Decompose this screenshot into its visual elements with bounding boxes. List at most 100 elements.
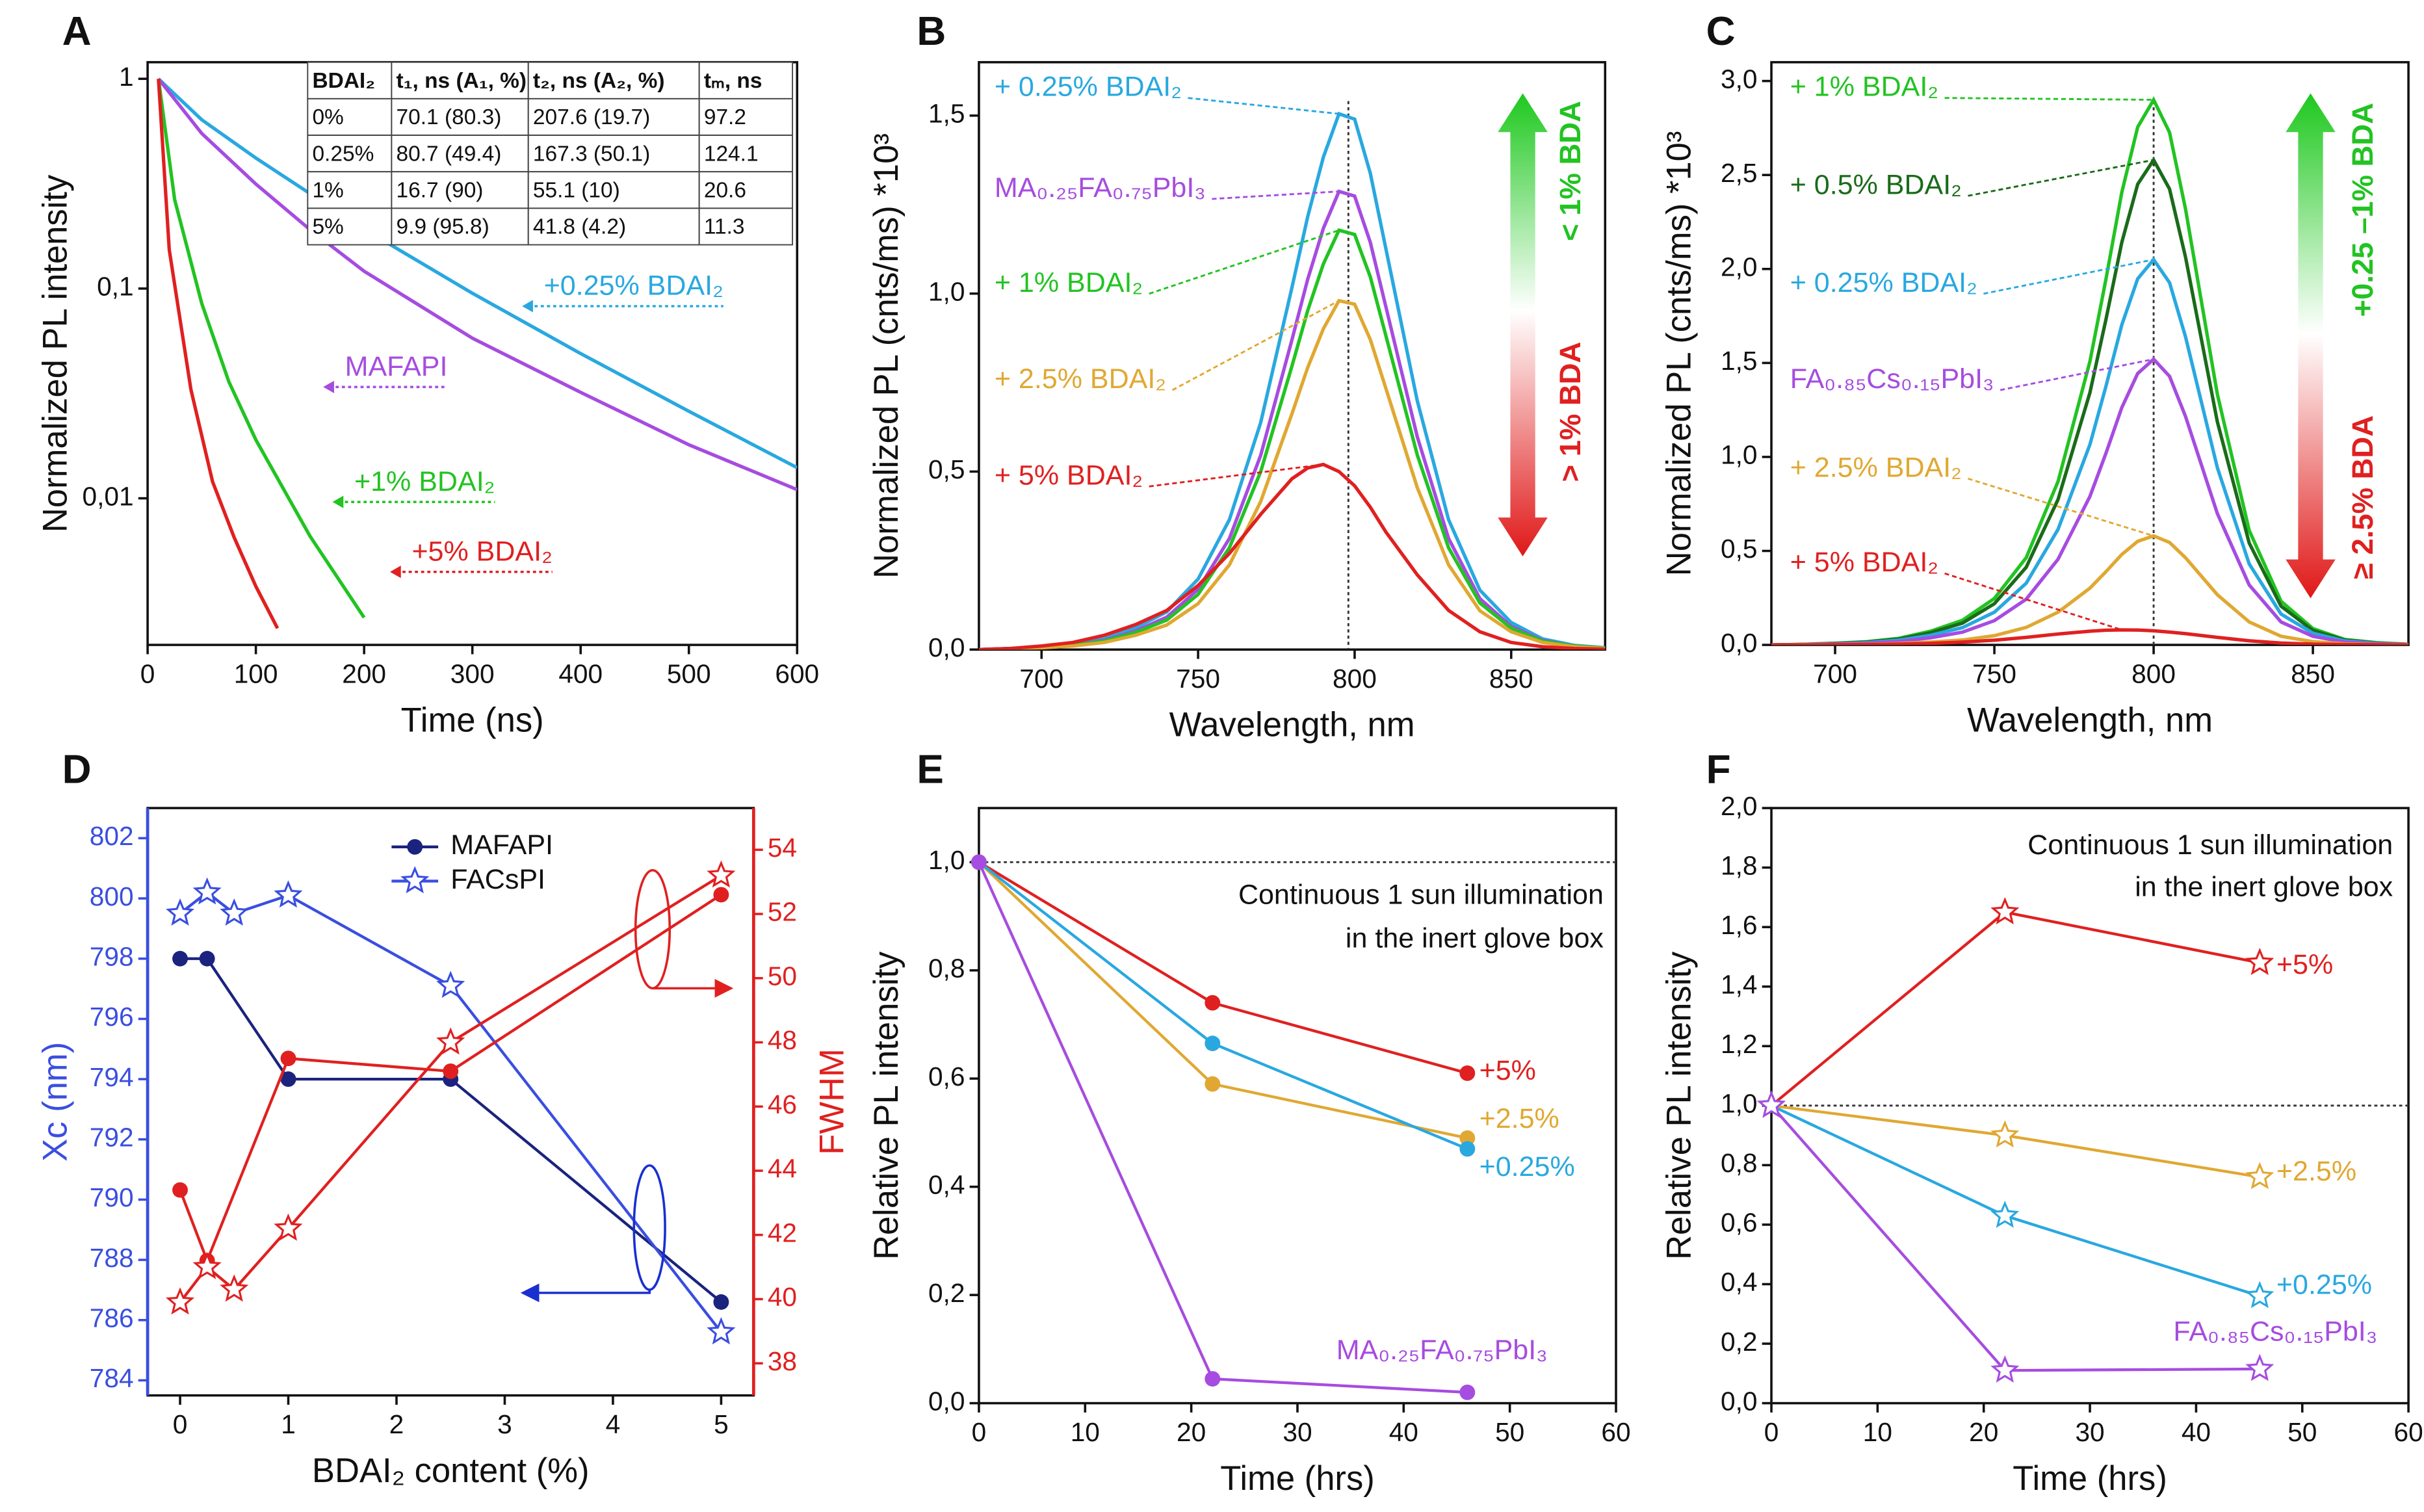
plot-frame	[978, 807, 1617, 1405]
y-tick-label: 1,5	[1721, 346, 1757, 376]
y-tick-label: 1,0	[1721, 440, 1757, 470]
x-tick-label: 700	[1019, 664, 1063, 694]
data-point	[274, 1213, 303, 1241]
series-label: + 0.25% BDAI₂	[995, 72, 1182, 103]
leader-line	[1944, 97, 2154, 101]
annotation: in the inert glove box	[1346, 923, 1604, 954]
y-tick-label: 0,1	[97, 272, 133, 302]
panel-letter: C	[1706, 9, 1736, 54]
panel-letter: B	[917, 9, 946, 54]
data-point	[280, 1050, 296, 1067]
table-text: 207.6 (19.7)	[533, 105, 650, 129]
y-tick-label: 798	[90, 941, 134, 971]
arrowhead	[520, 1283, 540, 1303]
y2-tick-label: 48	[768, 1025, 797, 1055]
y-tick-label: 0,01	[82, 481, 133, 511]
data-point	[713, 887, 729, 903]
table-cell	[698, 98, 794, 136]
x-tick-label: 750	[1972, 659, 2016, 689]
data-point	[280, 1071, 296, 1088]
data-point	[1205, 1371, 1221, 1387]
y-axis-label: Xc (nm)	[36, 1042, 74, 1162]
plot-frame	[978, 60, 1607, 651]
series-label: MA₀.₂₅FA₀.₇₅PbI₃	[1336, 1335, 1548, 1366]
y-tick-label: 0,2	[928, 1278, 965, 1308]
series-label: +2.5%	[2276, 1156, 2356, 1187]
table-cell	[527, 135, 700, 173]
table-cell	[527, 171, 700, 209]
x-tick-label: 0	[140, 659, 155, 689]
y-tick-label: 800	[90, 881, 134, 911]
legend-label: FACsPI	[450, 864, 545, 895]
table-cell	[527, 207, 700, 246]
y-tick-label: 1,8	[1721, 850, 1757, 880]
x-tick-label: 50	[2287, 1417, 2317, 1447]
table-cell	[307, 135, 393, 173]
x-axis-label: Wavelength, nm	[1169, 706, 1415, 744]
series-label: +2.5%	[1479, 1103, 1559, 1134]
y-tick-label: 0,0	[1721, 628, 1757, 658]
series-label: +5%	[1479, 1055, 1536, 1086]
axis-arrow	[536, 1290, 651, 1294]
data-point	[192, 1251, 222, 1279]
series-label: MAFAPI	[345, 351, 448, 382]
series-line	[157, 78, 366, 619]
data-point	[172, 1182, 188, 1198]
table-cell	[527, 98, 700, 136]
x-axis-label: Time (hrs)	[2013, 1459, 2167, 1498]
y2-tick-label: 46	[768, 1089, 797, 1119]
data-point	[2245, 1162, 2274, 1190]
data-point	[1756, 1090, 1786, 1118]
annotation: Continuous 1 sun illumination	[2027, 829, 2393, 861]
table-text: 55.1 (10)	[533, 179, 620, 203]
series-label: + 0.5% BDAI₂	[1790, 169, 1962, 200]
x-tick-label: 700	[1813, 659, 1857, 689]
data-point	[707, 1317, 736, 1345]
y-tick-label: 2,0	[1721, 791, 1757, 821]
data-point	[436, 1027, 465, 1055]
series-label: FA₀.₈₅Cs₀.₁₅PbI₃	[2173, 1316, 2377, 1347]
x-tick-label: 850	[1489, 664, 1533, 694]
plot-frame	[1770, 60, 2410, 646]
x-tick-label: 4	[606, 1409, 621, 1439]
data-point	[443, 1063, 459, 1079]
leader-line	[1968, 477, 2154, 537]
legend-label: MAFAPI	[450, 829, 553, 861]
series-label: MA₀.₂₅FA₀.₇₅PbI₃	[995, 172, 1206, 203]
table-cell	[391, 171, 529, 209]
series-line	[157, 77, 798, 491]
series-label: + 2.5% BDAI₂	[995, 363, 1166, 395]
data-point	[199, 950, 215, 967]
table-text: 20.6	[704, 179, 746, 203]
y-tick-label: 1	[119, 62, 134, 92]
table-text: 5%	[312, 215, 343, 239]
data-point	[1459, 1065, 1476, 1081]
data-point	[1205, 1076, 1221, 1092]
data-point	[971, 854, 987, 870]
y2-tick-label: 54	[768, 833, 797, 863]
x-axis-label: Time (ns)	[401, 701, 544, 739]
table-header: t₂, ns (A₂, %)	[533, 69, 665, 93]
y-tick-label: 0,0	[1721, 1386, 1757, 1416]
y-tick-label: 3,0	[1721, 64, 1757, 94]
table-header: BDAI₂	[312, 69, 375, 93]
x-tick-label: 200	[342, 659, 386, 689]
y-tick-label: 790	[90, 1182, 134, 1212]
y-axis-label: Relative PL intensity	[1660, 951, 1698, 1260]
series-label: + 1% BDAI₂	[995, 267, 1143, 298]
x-tick-label: 40	[1389, 1417, 1418, 1447]
data-point	[1990, 1120, 2020, 1148]
series-line	[1771, 356, 2409, 645]
table-cell	[698, 207, 794, 246]
table-header: tₘ, ns	[704, 69, 762, 93]
series-label: +0.25% BDAI₂	[544, 270, 723, 302]
y-axis-label: Normalized PL (cnts/ms) *10³	[867, 133, 906, 579]
y-tick-label: 794	[90, 1062, 134, 1092]
y2-tick-label: 38	[768, 1346, 797, 1376]
series-label: +0.25%	[2276, 1270, 2372, 1301]
leader-line	[1968, 159, 2154, 197]
arrowhead	[714, 979, 734, 998]
table-text: 16.7 (90)	[397, 179, 484, 203]
series-label: +1% BDAI₂	[354, 466, 495, 497]
